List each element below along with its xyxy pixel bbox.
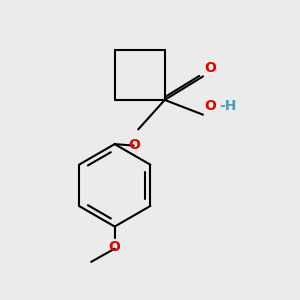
Text: O: O	[205, 61, 216, 75]
Text: O: O	[128, 138, 140, 152]
Text: -H: -H	[219, 99, 237, 113]
Text: O: O	[109, 240, 121, 254]
Text: O: O	[205, 99, 216, 113]
